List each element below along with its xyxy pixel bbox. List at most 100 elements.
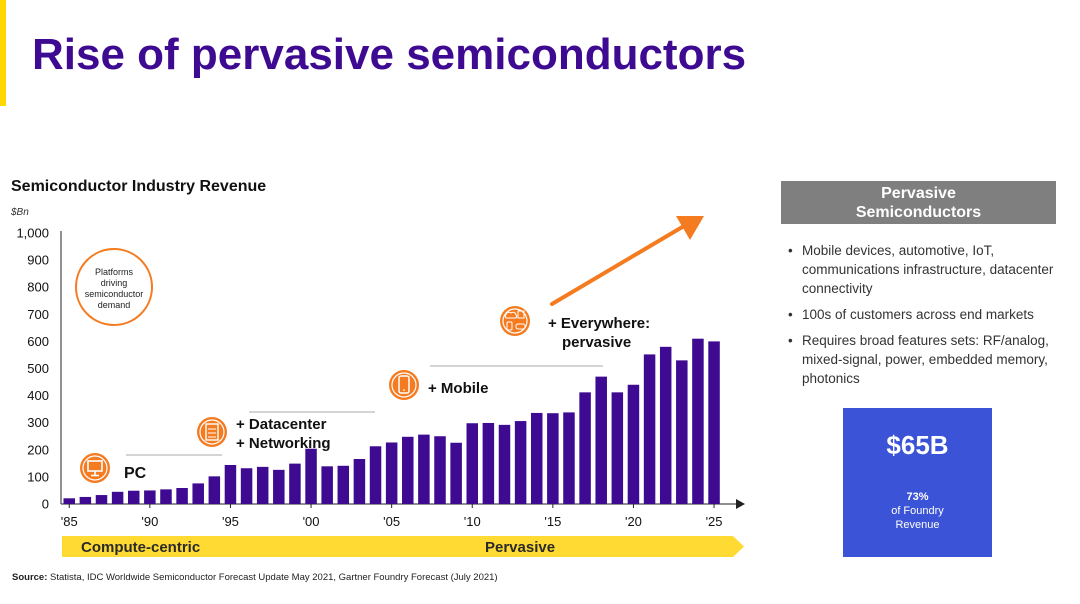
revenue-bar <box>256 466 269 504</box>
annotation-label: + Everywhere: <box>548 315 650 332</box>
annotation-label: + Networking <box>236 435 331 452</box>
revenue-bar <box>708 341 720 504</box>
y-tick-label: 600 <box>27 334 49 349</box>
annotation-label: PC <box>124 465 147 482</box>
stat-description: 73% of Foundry Revenue <box>843 490 992 532</box>
cloud-icon <box>504 311 518 319</box>
accent-bar <box>0 0 6 106</box>
slide-title: Rise of pervasive semiconductors <box>32 30 747 79</box>
revenue-bar <box>337 465 350 504</box>
source-text: Statista, IDC Worldwide Semiconductor Fo… <box>47 572 498 583</box>
smartphone-icon-circle-ring <box>391 372 417 398</box>
annotation-label: pervasive <box>562 334 631 351</box>
revenue-bar <box>466 423 478 504</box>
stat-percent: 73% <box>906 491 929 503</box>
revenue-bar <box>514 421 527 504</box>
revenue-bar <box>579 392 591 504</box>
stat-desc-line: of Foundry <box>891 505 944 517</box>
revenue-bar <box>611 392 624 504</box>
revenue-bar <box>676 360 688 504</box>
revenue-bar <box>385 442 398 504</box>
revenue-bar <box>595 376 607 504</box>
y-tick-label: 1,000 <box>16 226 49 241</box>
chart-title: Semiconductor Industry Revenue <box>11 178 267 195</box>
callout-text-line: semiconductor <box>85 289 144 299</box>
y-tick-label: 900 <box>27 253 49 268</box>
x-tick-label: '90 <box>141 514 158 529</box>
growth-arrow-shaft <box>550 224 686 306</box>
x-tick-label: '05 <box>383 514 400 529</box>
y-tick-label: 700 <box>27 307 49 322</box>
revenue-bar <box>289 463 301 504</box>
revenue-bar <box>563 412 575 504</box>
revenue-bar <box>127 490 140 504</box>
server-icon-circle <box>197 417 227 447</box>
revenue-bar <box>402 436 414 504</box>
server-icon-circle-ring <box>199 419 225 445</box>
smartphone-icon <box>398 375 410 394</box>
y-tick-label: 100 <box>27 469 49 484</box>
monitor-icon-circle-ring <box>82 455 108 481</box>
revenue-bar <box>498 424 511 504</box>
x-tick-label: '10 <box>464 514 481 529</box>
revenue-bar <box>224 464 237 504</box>
revenue-bar <box>353 459 366 504</box>
pervasive-header: Pervasive Semiconductors <box>781 181 1056 224</box>
era-bands: Compute-centric Pervasive <box>62 536 744 557</box>
revenue-bar <box>659 346 672 504</box>
revenue-bar <box>240 468 253 504</box>
stat-desc-line: Revenue <box>895 519 940 531</box>
annotation-label: + Mobile <box>428 380 488 397</box>
revenue-bar <box>547 413 559 504</box>
phone-button-icon <box>403 389 405 391</box>
revenue-bar <box>530 412 543 504</box>
y-tick-label: 800 <box>27 280 49 295</box>
revenue-bar <box>273 469 285 504</box>
stat-value: $65B <box>886 430 949 460</box>
x-axis-arrowhead <box>736 499 745 509</box>
revenue-bar <box>643 354 656 504</box>
era-guide-lines <box>126 365 603 456</box>
server-icon <box>205 423 219 441</box>
source-note: Source: Statista, IDC Worldwide Semicond… <box>12 572 498 583</box>
chart-axes: 0 100 200 300 400 500 600 700 800 900 1,000 '85 '90 '… <box>16 226 745 529</box>
pervasive-bullets: Mobile devices, automotive, IoT, communi… <box>788 241 1073 395</box>
platform-annotations: PC + Datacenter + Networking + Mobile + Ever… <box>75 216 704 483</box>
bullet-item: Mobile devices, automotive, IoT, communi… <box>788 241 1073 298</box>
revenue-bar <box>482 422 495 504</box>
x-tick-label: '00 <box>303 514 320 529</box>
revenue-bar <box>692 338 704 504</box>
bullet-item: Requires broad features sets: RF/analog,… <box>788 331 1073 388</box>
pervasive-header-line: Semiconductors <box>855 203 982 221</box>
revenue-bar <box>95 495 108 504</box>
y-tick-label: 200 <box>27 442 49 457</box>
bullet-item: 100s of customers across end markets <box>788 305 1073 324</box>
revenue-bar <box>79 496 92 504</box>
y-tick-label: 500 <box>27 361 49 376</box>
callout-text-line: Platforms <box>95 267 134 277</box>
source-label: Source: <box>12 572 48 583</box>
smartphone-icon-circle <box>389 370 419 400</box>
annotation-label: + Datacenter <box>236 416 327 433</box>
revenue-bars <box>63 338 720 504</box>
y-tick-label: 400 <box>27 388 49 403</box>
revenue-bar <box>208 476 221 504</box>
x-tick-label: '95 <box>222 514 239 529</box>
x-tick-label: '20 <box>625 514 642 529</box>
monitor-icon-circle <box>80 453 110 483</box>
iot-devices-icon-circle-ring <box>502 308 528 334</box>
iot-devices-icon-circle <box>500 306 530 336</box>
x-tick-label: '85 <box>61 514 78 529</box>
y-tick-label: 300 <box>27 415 49 430</box>
watch-icon <box>506 321 513 331</box>
building-icon <box>517 310 525 319</box>
chart-unit-label: $Bn <box>11 207 29 218</box>
foundry-revenue-stat: $65B 73% of Foundry Revenue <box>843 408 992 557</box>
x-tick-label: '15 <box>544 514 561 529</box>
growth-arrow-head <box>676 216 704 240</box>
platforms-callout-circle <box>75 248 153 326</box>
revenue-bar <box>369 446 382 504</box>
era-band-label: Pervasive <box>485 539 555 556</box>
era-band-label: Compute-centric <box>81 539 200 556</box>
